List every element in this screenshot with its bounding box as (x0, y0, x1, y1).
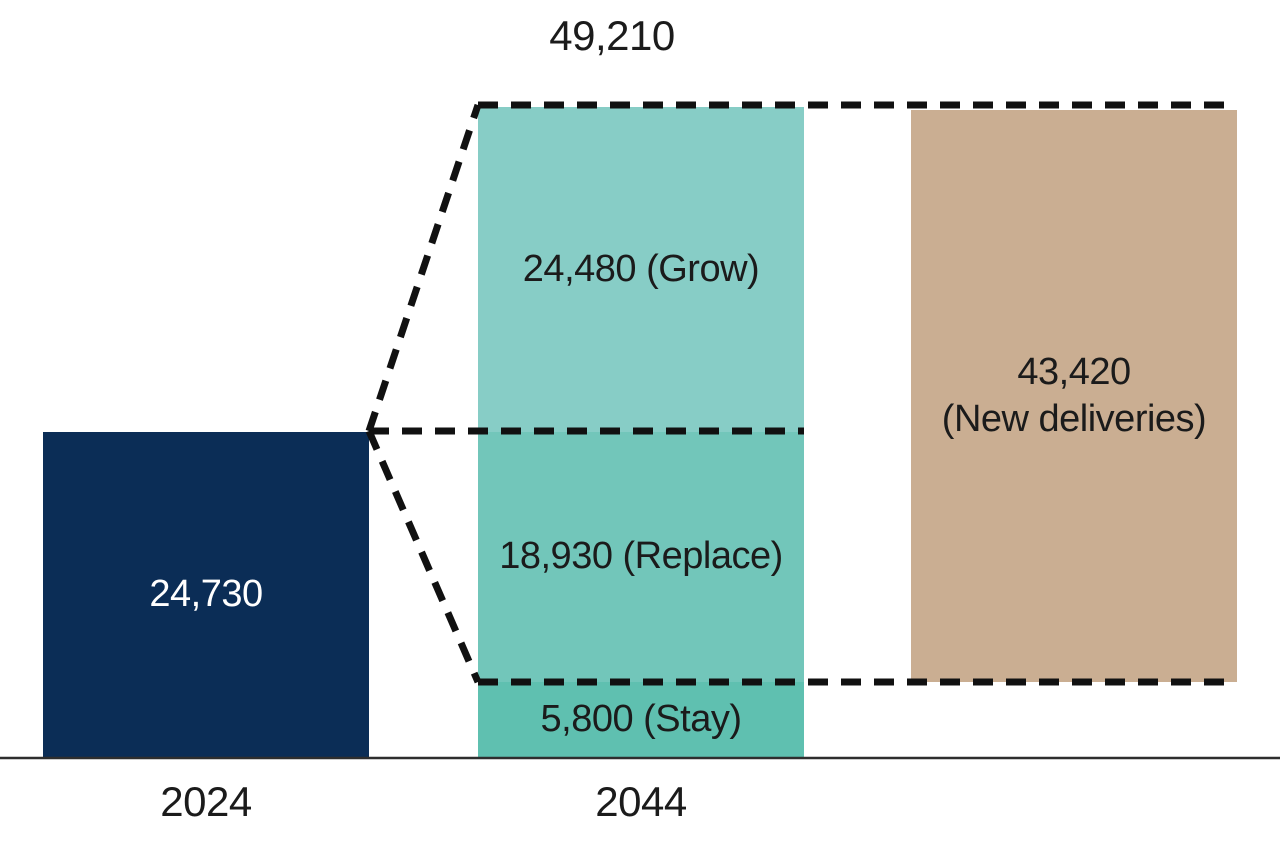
bar-new-deliveries: 43,420 (New deliveries) (911, 110, 1237, 682)
new-deliveries-caption-label: (New deliveries) (941, 398, 1207, 440)
segment-grow: 24,480 (Grow) (478, 107, 804, 432)
bar-2024-fleet: 24,730 (43, 432, 369, 758)
dashed-diagonal-down (365, 429, 482, 684)
dashed-diagonal-up (365, 103, 482, 433)
segment-stay-label: 5,800 (Stay) (540, 698, 743, 741)
x-tick-2044: 2044 (595, 778, 687, 825)
bar-2024-value-label: 24,730 (149, 573, 263, 616)
segment-replace: 18,930 (Replace) (478, 432, 804, 682)
segment-grow-label: 24,480 (Grow) (522, 247, 760, 290)
x-tick-2024: 2024 (160, 778, 252, 825)
stack-total-label: 49,210 (549, 12, 675, 59)
segment-stay: 5,800 (Stay) (478, 682, 804, 758)
segment-replace-label: 18,930 (Replace) (499, 535, 783, 578)
new-deliveries-value-label: 43,420 (1017, 350, 1131, 393)
